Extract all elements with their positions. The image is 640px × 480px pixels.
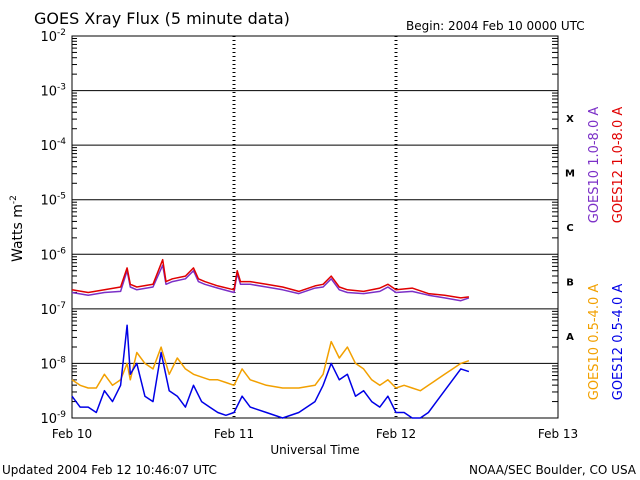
legend-lower: GOES10 0.5-4.0 A GOES12 0.5-4.0 A xyxy=(587,284,626,401)
y-axis-label-sup: -2 xyxy=(9,195,19,204)
series-line xyxy=(71,340,470,392)
y-tick-label: 10-2 xyxy=(40,28,66,45)
y-tick-label: 10-9 xyxy=(40,410,66,427)
y-tick-label: 10-6 xyxy=(40,246,66,263)
x-tick-label: Feb 11 xyxy=(214,427,254,441)
legend-upper: GOES10 1.0-8.0 A GOES12 1.0-8.0 A xyxy=(587,107,626,224)
y-axis-label-base: Watts m xyxy=(10,204,26,262)
y-tick-base: 10 xyxy=(40,194,57,209)
flare-class-label: A xyxy=(566,332,574,343)
y-tick-base: 10 xyxy=(40,30,57,45)
y-tick-base: 10 xyxy=(40,412,57,427)
day-tick-marks xyxy=(72,36,558,418)
y-tick-base: 10 xyxy=(40,139,57,154)
y-tick-exponent: -3 xyxy=(57,83,66,93)
y-tick-exponent: -2 xyxy=(57,28,66,38)
flare-class-labels: X M C B A xyxy=(565,114,575,343)
y-tick-exponent: -9 xyxy=(57,410,66,420)
plot-area xyxy=(71,35,559,419)
x-tick-label: Feb 10 xyxy=(52,427,92,441)
series-line xyxy=(71,264,470,302)
flare-class-label: B xyxy=(566,278,574,289)
series-line xyxy=(71,258,469,299)
series-line xyxy=(71,324,470,419)
y-tick-labels: 10-210-310-410-510-610-710-810-9 xyxy=(40,28,66,427)
y-tick-exponent: -8 xyxy=(57,355,66,365)
legend-entry: GOES10 0.5-4.0 A xyxy=(587,284,602,401)
credit-label: NOAA/SEC Boulder, CO USA xyxy=(469,463,637,477)
begin-label: Begin: 2004 Feb 10 0000 UTC xyxy=(406,19,585,33)
y-tick-base: 10 xyxy=(40,303,57,318)
y-tick-base: 10 xyxy=(40,85,57,100)
flare-class-label: X xyxy=(566,114,574,125)
chart-title: GOES Xray Flux (5 minute data) xyxy=(34,9,290,28)
y-tick-label: 10-5 xyxy=(40,192,66,209)
flare-class-label: C xyxy=(566,223,573,234)
y-tick-base: 10 xyxy=(40,248,57,263)
y-tick-exponent: -7 xyxy=(57,301,66,311)
grid-lines xyxy=(72,90,558,364)
y-axis-label: Watts m-2 xyxy=(9,195,26,262)
plot-frame xyxy=(71,35,559,419)
flare-class-label: M xyxy=(565,168,575,179)
y-tick-exponent: -6 xyxy=(57,246,66,256)
y-tick-label: 10-8 xyxy=(40,355,66,372)
y-tick-exponent: -5 xyxy=(57,192,66,202)
y-tick-label: 10-3 xyxy=(40,83,66,100)
y-tick-label: 10-7 xyxy=(40,301,66,318)
y-tick-base: 10 xyxy=(40,357,57,372)
legend-entry: GOES12 1.0-8.0 A xyxy=(611,107,626,224)
legend-entry: GOES12 0.5-4.0 A xyxy=(611,284,626,401)
x-axis-label: Universal Time xyxy=(270,443,359,457)
x-tick-label: Feb 13 xyxy=(538,427,578,441)
y-tick-exponent: -4 xyxy=(57,137,66,147)
series-lines xyxy=(71,258,470,419)
legend-entry: GOES10 1.0-8.0 A xyxy=(587,107,602,224)
x-tick-label: Feb 12 xyxy=(376,427,416,441)
y-tick-label: 10-4 xyxy=(40,137,66,154)
updated-label: Updated 2004 Feb 12 10:46:07 UTC xyxy=(2,463,217,477)
x-tick-labels: Feb 10 Feb 11 Feb 12 Feb 13 xyxy=(52,427,578,441)
